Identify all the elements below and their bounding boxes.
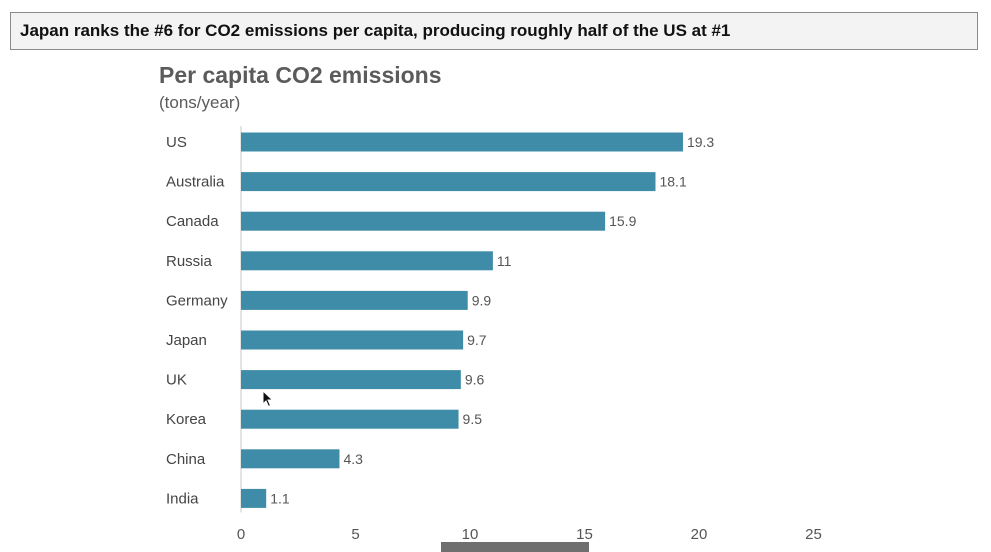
bottom-overlay-tab — [441, 542, 589, 552]
category-label: Australia — [166, 174, 225, 191]
data-label: 19.3 — [687, 134, 714, 150]
bar — [241, 488, 267, 508]
category-label: India — [166, 490, 199, 507]
data-label: 11 — [497, 253, 512, 269]
category-label: Germany — [166, 292, 228, 309]
x-tick-label: 5 — [351, 526, 359, 543]
data-label: 4.3 — [343, 451, 363, 467]
data-label: 18.1 — [659, 174, 686, 190]
x-tick-label: 0 — [237, 526, 245, 543]
bar — [241, 132, 683, 152]
chart-title: Per capita CO2 emissions — [159, 62, 442, 88]
category-label: UK — [166, 372, 187, 389]
chart-subtitle: (tons/year) — [159, 93, 241, 112]
data-label: 9.5 — [463, 411, 483, 427]
bar — [241, 370, 461, 390]
bar — [241, 290, 468, 310]
headline: Japan ranks the #6 for CO2 emissions per… — [20, 21, 731, 40]
category-label: China — [166, 451, 206, 468]
category-label: Russia — [166, 253, 213, 270]
category-label: Korea — [166, 411, 207, 428]
bar — [241, 211, 606, 231]
x-tick-label: 10 — [462, 526, 479, 543]
x-tick-label: 20 — [691, 526, 708, 543]
bar — [241, 172, 656, 192]
data-label: 9.9 — [472, 292, 492, 308]
bar — [241, 330, 464, 350]
category-label: US — [166, 134, 187, 151]
x-tick-label: 25 — [805, 526, 822, 543]
category-label: Canada — [166, 213, 219, 230]
bar — [241, 409, 459, 429]
data-label: 9.6 — [465, 372, 485, 388]
category-label: Japan — [166, 332, 207, 349]
x-tick-label: 15 — [576, 526, 593, 543]
bar — [241, 449, 340, 469]
bar — [241, 251, 493, 271]
mouse-cursor-icon — [262, 389, 274, 413]
headline-box: Japan ranks the #6 for CO2 emissions per… — [10, 12, 978, 50]
data-label: 15.9 — [609, 213, 636, 229]
data-label: 1.1 — [270, 490, 290, 506]
data-label: 9.7 — [467, 332, 487, 348]
